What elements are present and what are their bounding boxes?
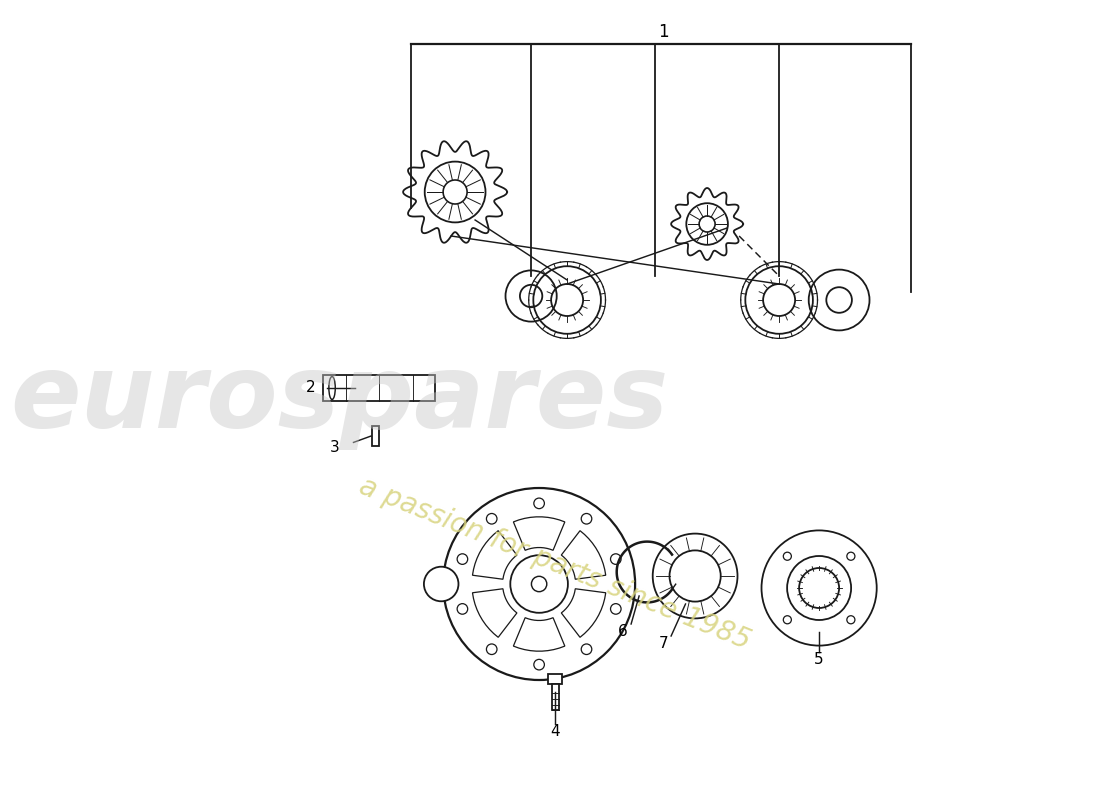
Bar: [548, 674, 562, 684]
Bar: [551, 684, 559, 710]
Bar: [323, 375, 436, 401]
Circle shape: [652, 534, 737, 618]
Circle shape: [761, 530, 877, 646]
Text: 6: 6: [618, 625, 628, 639]
Circle shape: [424, 566, 459, 602]
Text: eurospares: eurospares: [10, 350, 669, 450]
Text: 7: 7: [658, 637, 668, 651]
Text: 1: 1: [658, 23, 669, 41]
Text: 3: 3: [330, 441, 340, 455]
Bar: [372, 426, 378, 446]
Text: 2: 2: [306, 381, 316, 395]
Circle shape: [443, 488, 635, 680]
Text: 5: 5: [814, 653, 824, 667]
Text: 4: 4: [550, 725, 560, 739]
Text: a passion for parts since 1985: a passion for parts since 1985: [355, 473, 755, 655]
